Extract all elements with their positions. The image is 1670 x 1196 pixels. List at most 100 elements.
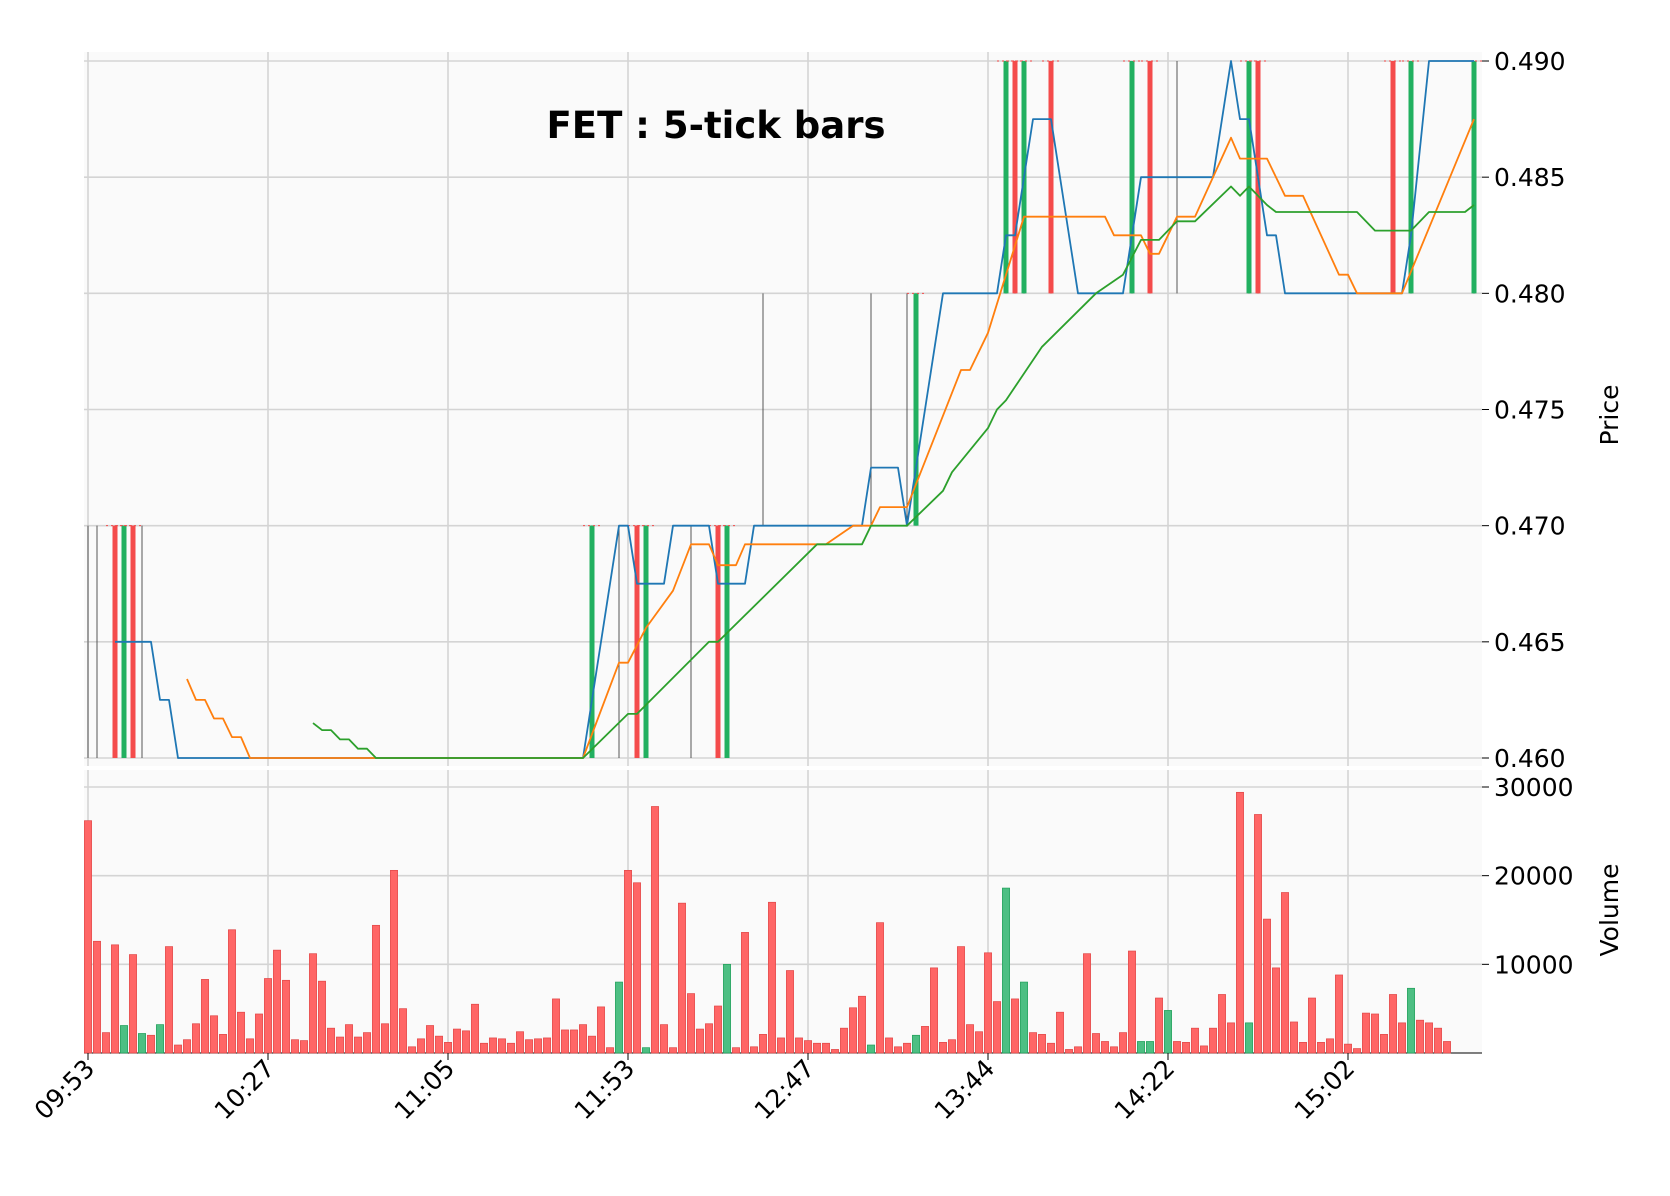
time-tick-label: 13:44 xyxy=(929,1054,1000,1125)
volume-bar-down xyxy=(102,1032,110,1054)
price-tick-label: 0.490 xyxy=(1494,47,1566,76)
volume-bar-down xyxy=(903,1042,911,1054)
candle-body xyxy=(1012,61,1018,294)
volume-y-ticks: 10000 20000 30000 xyxy=(1482,773,1574,979)
volume-bar-down xyxy=(372,924,380,1054)
volume-bar-down xyxy=(705,1023,713,1054)
candle-body xyxy=(1129,61,1135,294)
candle-body xyxy=(724,525,730,758)
volume-bar-down xyxy=(318,980,326,1054)
volume-bar-down xyxy=(687,993,695,1054)
volume-bar-down xyxy=(1074,1046,1082,1054)
volume-bar-down xyxy=(1011,998,1019,1054)
volume-bar-down xyxy=(1308,997,1316,1054)
volume-bar-down xyxy=(174,1044,182,1054)
volume-bar-down xyxy=(840,1027,848,1054)
volume-bar-down xyxy=(606,1047,614,1054)
volume-bar-down xyxy=(1344,1043,1352,1054)
volume-bar-down xyxy=(651,806,659,1054)
volume-bar-up xyxy=(723,963,731,1054)
candle-body xyxy=(1408,61,1414,294)
volume-bar-down xyxy=(1083,953,1091,1054)
volume-bar-down xyxy=(1326,1038,1334,1054)
volume-bar-down xyxy=(1209,1027,1217,1054)
volume-bar-down xyxy=(1155,997,1163,1054)
volume-bar-down xyxy=(525,1039,533,1054)
volume-tick-label: 30000 xyxy=(1494,773,1574,802)
volume-bar-down xyxy=(543,1037,551,1054)
volume-bar-down xyxy=(930,967,938,1054)
volume-bar-down xyxy=(444,1042,452,1054)
volume-bar-down xyxy=(111,944,119,1054)
time-tick-label: 12:47 xyxy=(749,1054,820,1125)
volume-bar-down xyxy=(777,1037,785,1054)
price-y-ticks: 0.460 0.465 0.470 0.475 0.480 0.485 0.490 xyxy=(1482,47,1566,773)
volume-bar-down xyxy=(660,1024,668,1054)
volume-bar-up xyxy=(138,1033,146,1054)
volume-bar-down xyxy=(993,1001,1001,1054)
volume-bar-down xyxy=(462,1030,470,1054)
volume-bar-down xyxy=(1218,994,1226,1054)
volume-bar-up xyxy=(867,1044,875,1054)
volume-bar-down xyxy=(633,882,641,1054)
volume-bar-down xyxy=(417,1038,425,1054)
volume-bar-down xyxy=(1065,1049,1073,1054)
volume-bar-down xyxy=(1056,1011,1064,1054)
volume-bar-down xyxy=(1236,791,1244,1054)
candle-body xyxy=(1003,61,1009,294)
volume-bar-down xyxy=(1101,1041,1109,1054)
volume-bar-down xyxy=(1281,892,1289,1054)
volume-bar-down xyxy=(876,922,884,1054)
volume-bar-down xyxy=(210,1015,218,1054)
volume-bar-down xyxy=(237,1011,245,1054)
volume-bar-down xyxy=(786,970,794,1054)
volume-bar-down xyxy=(1191,1027,1199,1054)
time-tick-label: 14:22 xyxy=(1109,1054,1180,1125)
volume-bar-up xyxy=(1245,1022,1253,1054)
candle-body xyxy=(913,293,919,526)
volume-bar-up xyxy=(1164,1010,1172,1054)
volume-bar-down xyxy=(552,998,560,1054)
volume-bar-down xyxy=(678,902,686,1054)
volume-bar-down xyxy=(381,1023,389,1054)
volume-bar-down xyxy=(894,1046,902,1054)
volume-bar-down xyxy=(1299,1042,1307,1054)
volume-bar-down xyxy=(435,1035,443,1054)
volume-bar-down xyxy=(354,1036,362,1054)
volume-bar-down xyxy=(534,1038,542,1054)
volume-bar-up xyxy=(120,1025,128,1054)
time-tick-label: 11:05 xyxy=(389,1054,460,1125)
volume-bar-down xyxy=(966,1024,974,1054)
volume-bar-down xyxy=(579,1024,587,1054)
chart-title: FET : 5-tick bars xyxy=(547,104,886,147)
price-tick-label: 0.485 xyxy=(1494,163,1566,192)
price-tick-label: 0.480 xyxy=(1494,279,1566,308)
volume-bar-down xyxy=(750,1046,758,1054)
candle-body xyxy=(1390,61,1396,294)
volume-bar-down xyxy=(984,952,992,1054)
candle-body xyxy=(643,525,649,758)
volume-bar-down xyxy=(1110,1046,1118,1054)
volume-bar-down xyxy=(570,1029,578,1054)
volume-bar-down xyxy=(804,1040,812,1054)
volume-bar-down xyxy=(822,1042,830,1054)
volume-panel-bg xyxy=(84,770,1482,1053)
volume-bar-down xyxy=(264,978,272,1054)
volume-axis-label: Volume xyxy=(1595,864,1624,957)
volume-bar-down xyxy=(1389,994,1397,1054)
sma_long-line xyxy=(312,185,1475,759)
volume-bar-down xyxy=(291,1039,299,1054)
volume-bar-down xyxy=(831,1049,839,1054)
volume-bar-down xyxy=(1038,1034,1046,1054)
volume-bar-down xyxy=(345,1024,353,1054)
time-x-ticks: 09:53 10:27 11:05 11:53 12:47 13:44 14:22 15:02 xyxy=(29,1053,1360,1125)
volume-bar-down xyxy=(669,1047,677,1054)
volume-tick-label: 10000 xyxy=(1494,950,1574,979)
volume-bar-down xyxy=(1416,1019,1424,1054)
volume-bar-down xyxy=(201,979,209,1054)
volume-bar-down xyxy=(390,869,398,1054)
price-axis-label: Price xyxy=(1595,385,1624,446)
volume-bar-down xyxy=(1353,1048,1361,1054)
volume-bar-down xyxy=(129,954,137,1054)
